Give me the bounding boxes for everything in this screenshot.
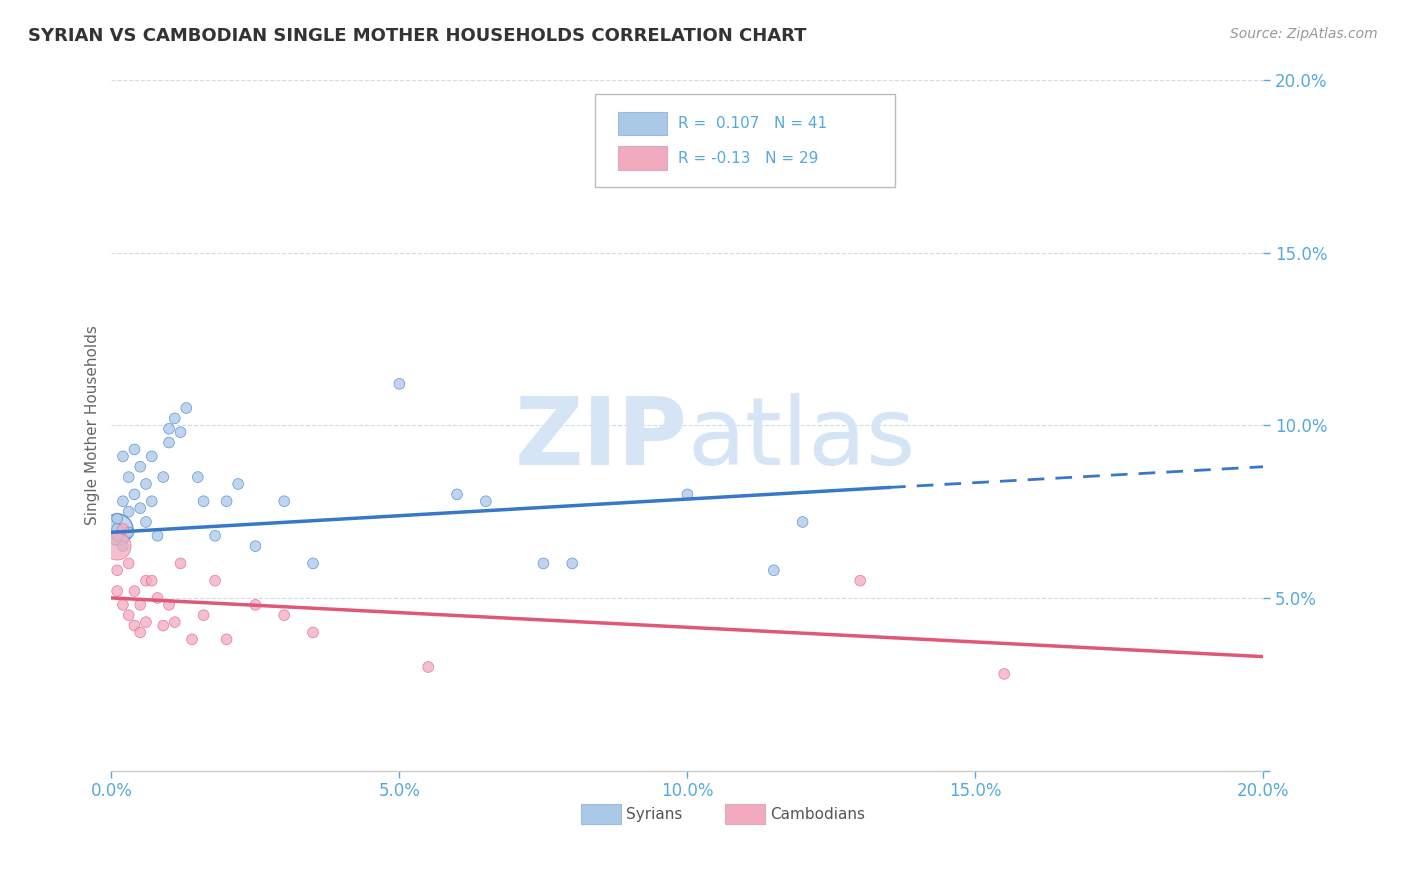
Point [118, 525, 141, 540]
Text: R =  0.107   N = 41: R = 0.107 N = 41 [678, 116, 827, 131]
Point [204, 529, 226, 543]
Point [141, 450, 163, 464]
Text: SYRIAN VS CAMBODIAN SINGLE MOTHER HOUSEHOLDS CORRELATION CHART: SYRIAN VS CAMBODIAN SINGLE MOTHER HOUSEH… [28, 27, 807, 45]
FancyBboxPatch shape [725, 804, 765, 824]
Point [111, 522, 134, 536]
FancyBboxPatch shape [619, 112, 666, 136]
Point [118, 557, 141, 571]
Point [135, 515, 157, 529]
Point [105, 522, 128, 536]
Point [475, 494, 498, 508]
Text: atlas: atlas [688, 393, 915, 485]
Point [135, 574, 157, 588]
Point [111, 539, 134, 553]
Point [146, 529, 169, 543]
Point [245, 598, 267, 612]
Point [302, 625, 325, 640]
Point [193, 494, 215, 508]
Point [193, 608, 215, 623]
Point [169, 425, 191, 440]
Point [141, 574, 163, 588]
Point [226, 477, 249, 491]
Point [531, 557, 554, 571]
Point [105, 584, 128, 599]
Point [105, 522, 128, 536]
Point [792, 515, 814, 529]
Point [561, 557, 583, 571]
FancyBboxPatch shape [582, 804, 620, 824]
Point [181, 632, 204, 647]
Point [647, 159, 669, 173]
Point [118, 505, 141, 519]
Point [157, 422, 180, 436]
Point [124, 487, 146, 501]
Point [388, 376, 411, 391]
Point [111, 450, 134, 464]
Point [204, 574, 226, 588]
Point [273, 494, 295, 508]
Point [157, 435, 180, 450]
Point [118, 608, 141, 623]
Text: R = -0.13   N = 29: R = -0.13 N = 29 [678, 151, 818, 166]
Point [163, 411, 186, 425]
Point [676, 487, 699, 501]
Y-axis label: Single Mother Households: Single Mother Households [86, 326, 100, 525]
Point [152, 618, 174, 632]
Point [105, 529, 128, 543]
Point [174, 401, 197, 415]
Point [273, 608, 295, 623]
FancyBboxPatch shape [619, 146, 666, 169]
Point [124, 618, 146, 632]
Point [418, 660, 440, 674]
Point [111, 598, 134, 612]
Text: ZIP: ZIP [515, 393, 688, 485]
Point [105, 511, 128, 525]
Point [215, 494, 238, 508]
Point [993, 667, 1015, 681]
Point [124, 584, 146, 599]
Point [762, 563, 785, 577]
Point [129, 625, 152, 640]
Point [446, 487, 468, 501]
Point [129, 598, 152, 612]
Point [105, 563, 128, 577]
Point [105, 539, 128, 553]
Point [129, 501, 152, 516]
Point [141, 494, 163, 508]
Point [135, 477, 157, 491]
Point [849, 574, 872, 588]
Point [245, 539, 267, 553]
Point [111, 494, 134, 508]
Text: Syrians: Syrians [626, 806, 683, 822]
FancyBboxPatch shape [595, 94, 894, 187]
Point [135, 615, 157, 629]
Point [118, 470, 141, 484]
Point [152, 470, 174, 484]
Point [187, 470, 209, 484]
Point [157, 598, 180, 612]
Point [129, 459, 152, 474]
Point [146, 591, 169, 605]
Text: Source: ZipAtlas.com: Source: ZipAtlas.com [1230, 27, 1378, 41]
Point [163, 615, 186, 629]
Point [302, 557, 325, 571]
Text: Cambodians: Cambodians [770, 806, 865, 822]
Point [169, 557, 191, 571]
Point [215, 632, 238, 647]
Point [124, 442, 146, 457]
